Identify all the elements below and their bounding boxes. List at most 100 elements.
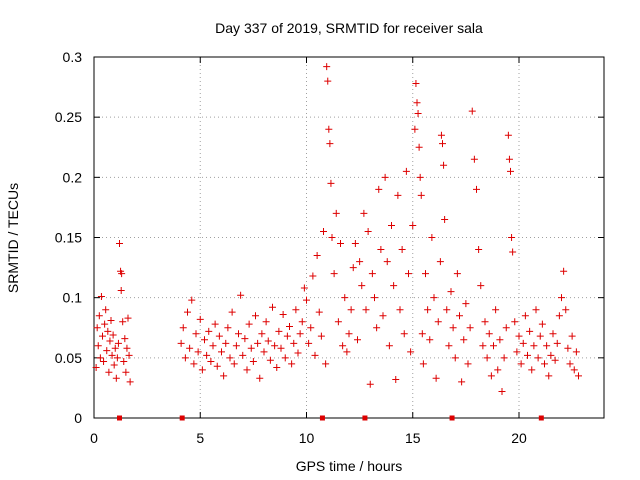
- data-point: [445, 342, 453, 350]
- data-series: [92, 63, 582, 421]
- data-point: [243, 366, 251, 374]
- data-point: [332, 209, 340, 217]
- data-point: [526, 327, 534, 335]
- data-point: [375, 185, 383, 193]
- data-point: [116, 240, 123, 248]
- grid-lines: [94, 57, 604, 418]
- data-point: [275, 327, 283, 335]
- data-point: [271, 342, 279, 350]
- data-point: [536, 332, 544, 340]
- chart-title: Day 337 of 2019, SRMTID for receiver sal…: [215, 20, 483, 36]
- data-point: [322, 360, 330, 368]
- data-point: [555, 312, 563, 320]
- data-point: [264, 337, 272, 345]
- data-point: [538, 320, 546, 328]
- axis-ticks: 0 0.05 0.1 0.15 0.2 0.25 0.3 0 5 10 15 20: [55, 49, 604, 446]
- y-tick-label: 0: [74, 410, 82, 426]
- data-point: [449, 324, 457, 332]
- data-point: [388, 221, 395, 229]
- data-point: [360, 209, 368, 217]
- data-point: [508, 234, 516, 241]
- data-point: [286, 323, 293, 331]
- data-point: [237, 291, 245, 299]
- data-point: [415, 143, 423, 151]
- data-point: [411, 125, 419, 133]
- y-tick-label: 0.3: [63, 49, 83, 65]
- data-point: [103, 347, 111, 355]
- data-point: [218, 348, 225, 356]
- y-tick-label: 0.2: [63, 169, 83, 185]
- data-point: [327, 179, 335, 187]
- data-point: [107, 317, 115, 325]
- data-point: [273, 363, 281, 371]
- data-point: [543, 342, 551, 350]
- data-point: [394, 191, 402, 199]
- data-point: [507, 167, 514, 175]
- data-point: [568, 332, 576, 340]
- data-point: [283, 332, 291, 340]
- data-point: [281, 354, 289, 362]
- data-point: [402, 167, 410, 175]
- data-point: [326, 140, 334, 148]
- data-point: [194, 348, 202, 356]
- data-point: [412, 79, 420, 87]
- data-point: [443, 306, 451, 314]
- data-point: [416, 173, 424, 181]
- data-point: [121, 335, 129, 343]
- data-point: [371, 294, 378, 302]
- data-point: [424, 306, 432, 314]
- data-point: [179, 324, 187, 332]
- data-point: [466, 324, 474, 332]
- data-point: [545, 372, 553, 380]
- data-point: [504, 131, 512, 139]
- y-tick-label: 0.05: [55, 350, 82, 366]
- data-point: [232, 342, 240, 350]
- data-point: [95, 312, 103, 320]
- data-point: [383, 258, 391, 266]
- data-point: [294, 349, 302, 357]
- data-point: [440, 161, 448, 169]
- data-point: [339, 342, 347, 350]
- data-point: [97, 292, 105, 300]
- data-point: [575, 372, 582, 380]
- data-point: [396, 306, 404, 314]
- data-point: [572, 348, 580, 356]
- data-point: [400, 330, 408, 338]
- data-point: [483, 354, 491, 362]
- data-point: [298, 318, 306, 326]
- x-tick-label: 5: [196, 430, 204, 446]
- data-point: [407, 348, 415, 356]
- data-point-zero: [362, 415, 368, 421]
- data-point: [437, 131, 445, 139]
- data-point: [328, 234, 336, 241]
- data-point-zero: [179, 415, 185, 421]
- data-point: [337, 240, 344, 248]
- data-point: [373, 324, 381, 332]
- data-point: [254, 339, 262, 347]
- data-point: [426, 336, 434, 344]
- data-point: [347, 306, 355, 314]
- data-point: [405, 270, 412, 278]
- data-point: [228, 308, 236, 316]
- data-point: [124, 314, 132, 322]
- data-point: [207, 357, 215, 365]
- data-point: [498, 388, 506, 396]
- data-point: [269, 303, 276, 311]
- data-point: [220, 372, 228, 380]
- data-point: [351, 240, 359, 248]
- data-point: [177, 339, 185, 347]
- data-point: [441, 215, 449, 223]
- data-point: [519, 339, 527, 347]
- data-point: [358, 282, 366, 290]
- data-point: [524, 351, 531, 359]
- data-point-zero: [449, 415, 455, 421]
- data-point: [330, 270, 338, 278]
- data-point: [458, 378, 466, 386]
- data-point: [288, 360, 296, 368]
- data-point: [473, 185, 480, 193]
- data-point: [460, 336, 468, 344]
- x-axis-label: GPS time / hours: [296, 458, 403, 474]
- data-point: [262, 318, 270, 326]
- data-point: [477, 282, 485, 290]
- data-point: [447, 288, 455, 296]
